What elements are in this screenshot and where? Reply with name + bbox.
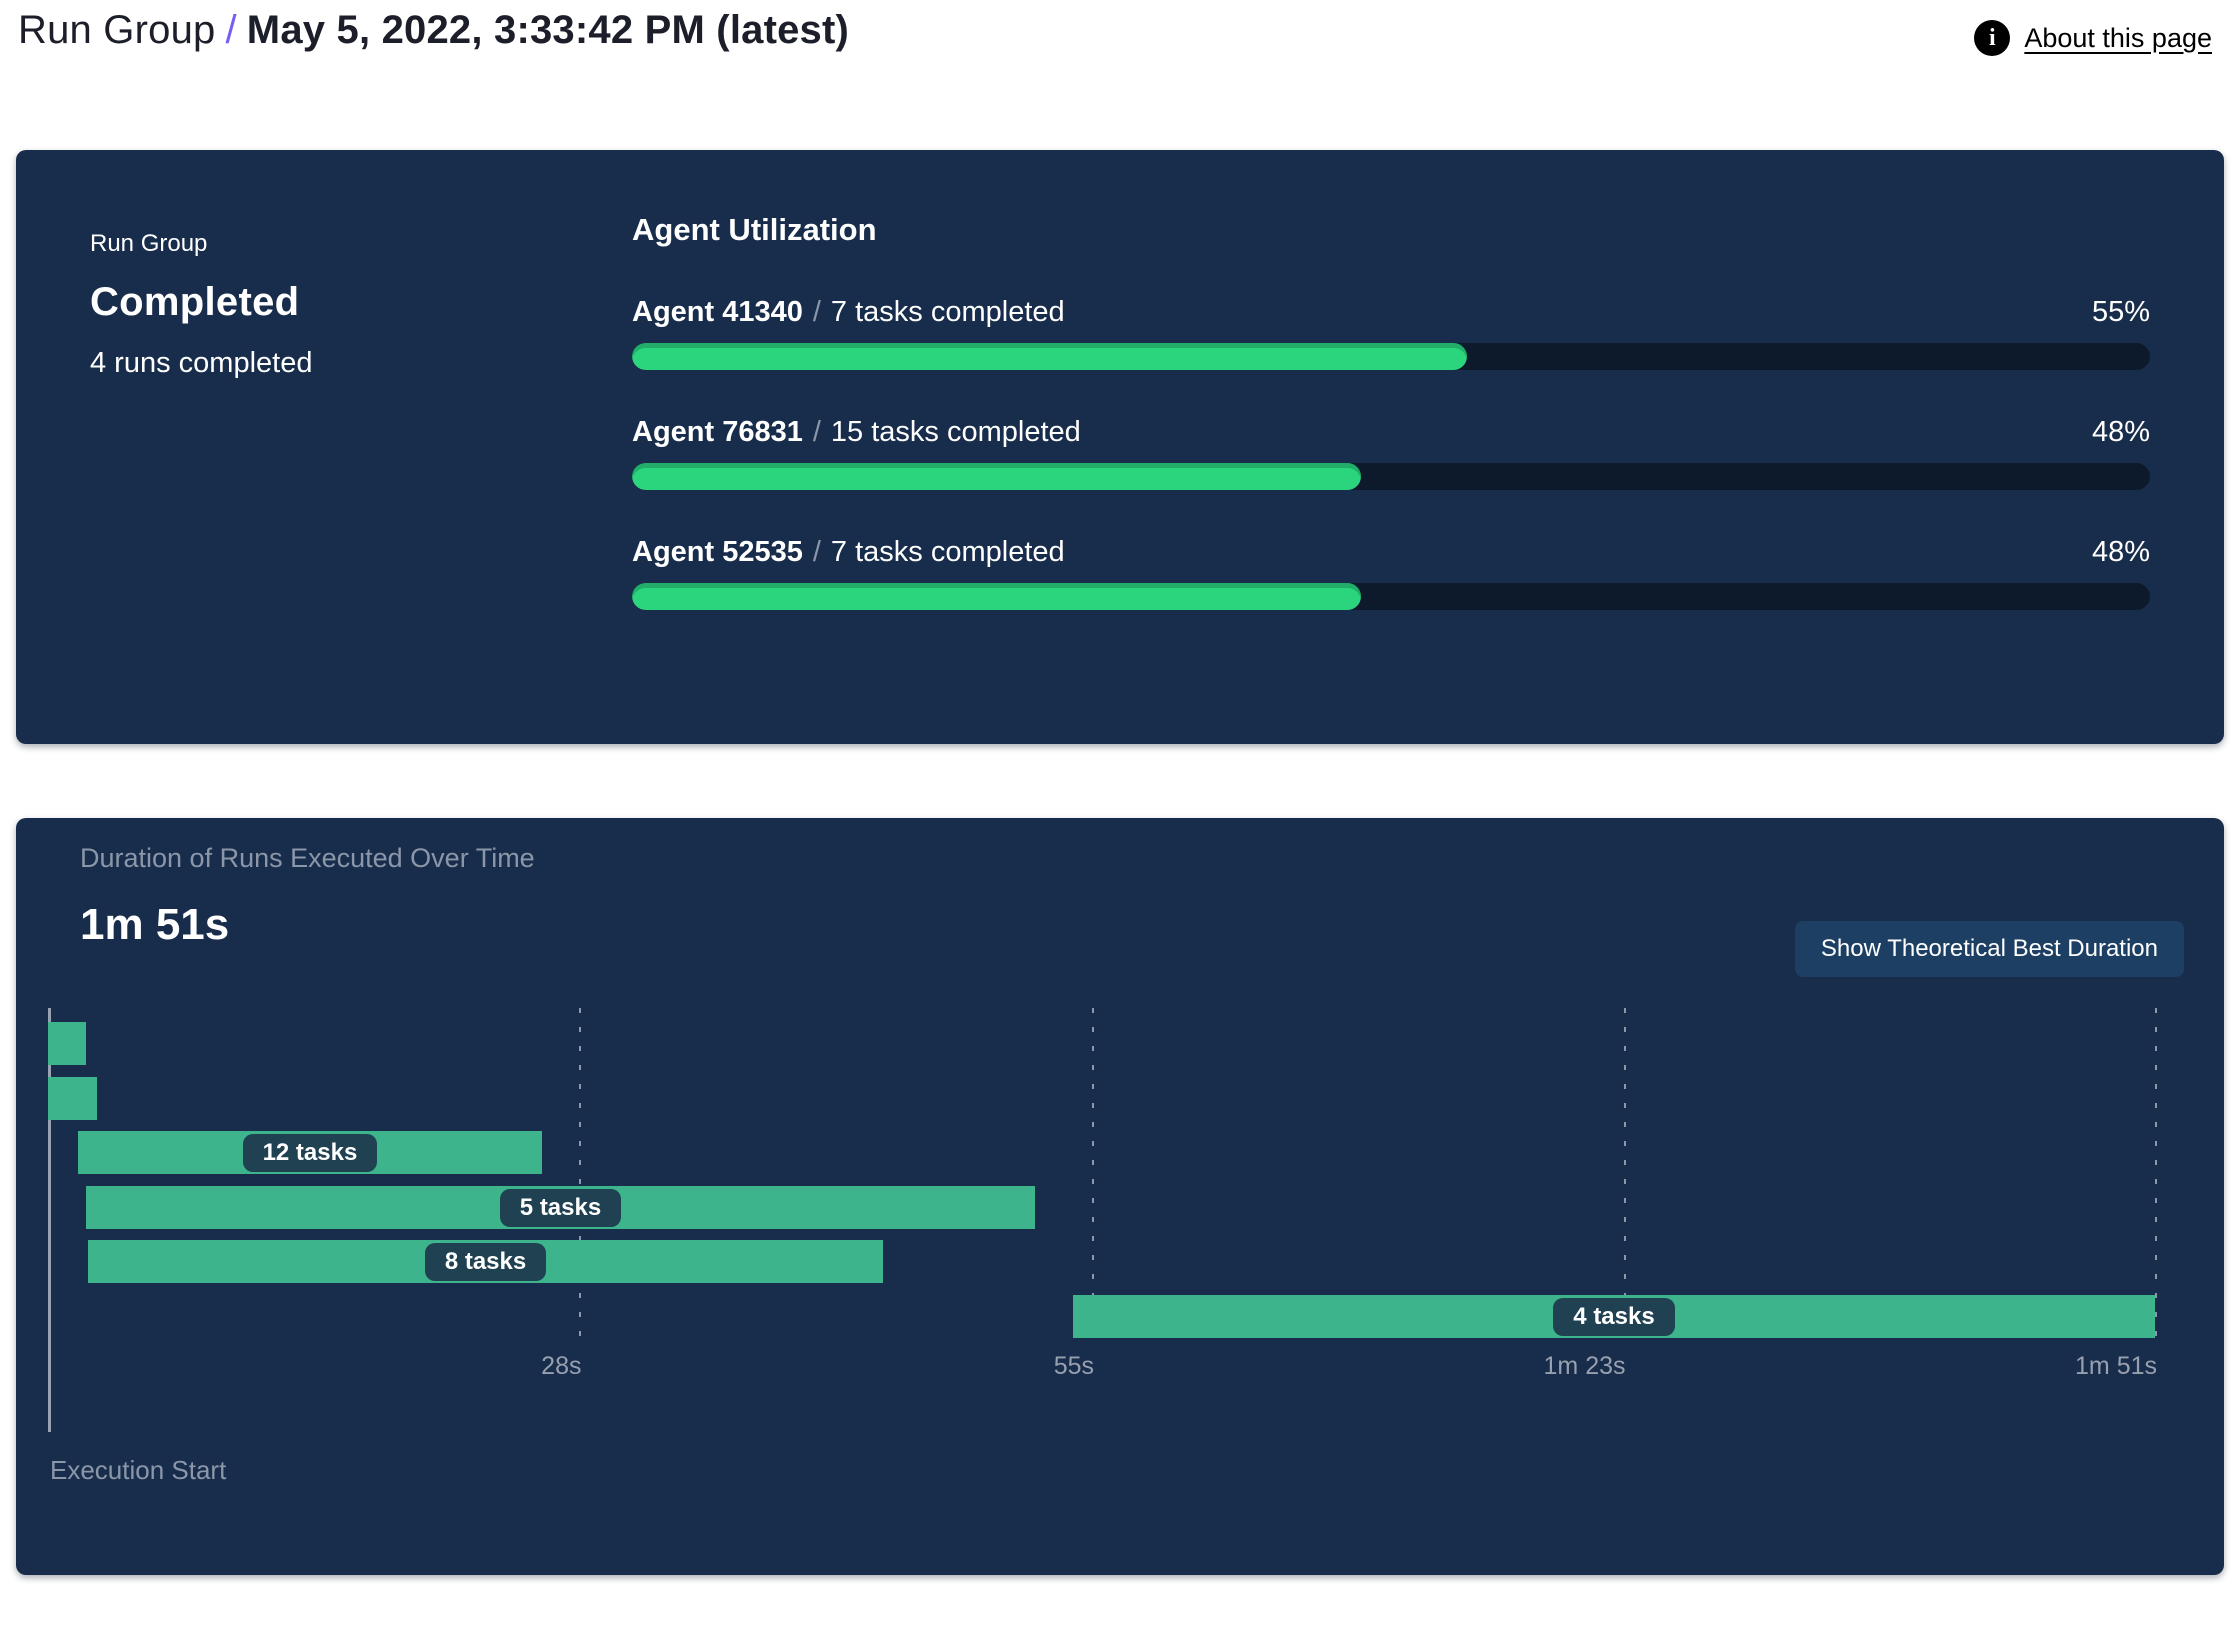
utilization-progress-fill bbox=[632, 343, 1467, 370]
show-theoretical-best-duration-button[interactable]: Show Theoretical Best Duration bbox=[1794, 921, 2184, 977]
time-gridline bbox=[1623, 1008, 1626, 1345]
gantt-row bbox=[48, 1077, 2155, 1120]
agent-name: Agent 52535 bbox=[632, 536, 803, 568]
time-axis-tick-label: 1m 51s bbox=[2075, 1352, 2157, 1380]
time-axis-tick-label: 55s bbox=[1053, 1352, 1094, 1380]
status-text: Completed bbox=[90, 280, 300, 324]
breadcrumb: Run Group / May 5, 2022, 3:33:42 PM (lates… bbox=[18, 8, 849, 53]
agent-row: Agent 76831 / 15 tasks completed 48% bbox=[632, 416, 2150, 490]
page-header: Run Group / May 5, 2022, 3:33:42 PM (lates… bbox=[18, 8, 2212, 56]
task-count-chip: 12 tasks bbox=[242, 1133, 378, 1172]
agent-utilization-section: Agent Utilization Agent 41340 / 7 tasks … bbox=[632, 212, 2150, 656]
run-duration-bar[interactable]: 8 tasks bbox=[87, 1240, 884, 1283]
info-icon: i bbox=[1974, 20, 2011, 56]
agent-tasks-completed: 15 tasks completed bbox=[830, 416, 1081, 448]
runs-completed-text: 4 runs completed bbox=[90, 347, 313, 379]
task-count-chip: 4 tasks bbox=[1553, 1297, 1675, 1336]
run-duration-bar[interactable] bbox=[48, 1077, 98, 1120]
utilization-progress-track bbox=[632, 463, 2150, 490]
agent-separator: / bbox=[812, 536, 821, 568]
time-gridline bbox=[1092, 1008, 1094, 1345]
agent-name: Agent 76831 bbox=[632, 416, 803, 448]
time-axis-tick-label: 1m 23s bbox=[1543, 1352, 1626, 1380]
duration-chart-title: Duration of Runs Executed Over Time bbox=[80, 843, 535, 873]
gantt-row: 12 tasks bbox=[48, 1131, 2155, 1174]
utilization-progress-fill bbox=[632, 463, 1361, 490]
total-duration-value: 1m 51s bbox=[80, 900, 230, 949]
utilization-progress-track bbox=[632, 583, 2150, 610]
run-duration-bar[interactable]: 4 tasks bbox=[1073, 1295, 2155, 1338]
gantt-row: 5 tasks bbox=[48, 1186, 2155, 1229]
time-gridline bbox=[2155, 1008, 2157, 1345]
run-group-status-block: Run Group Completed 4 runs completed bbox=[90, 230, 312, 380]
run-duration-bar[interactable] bbox=[48, 1022, 86, 1065]
task-count-chip: 5 tasks bbox=[499, 1188, 622, 1227]
run-group-label: Run Group bbox=[90, 230, 208, 257]
agent-name: Agent 41340 bbox=[632, 296, 803, 328]
agent-utilization-percent: 48% bbox=[2091, 416, 2150, 448]
about-this-page[interactable]: i About this page bbox=[1974, 20, 2212, 56]
utilization-progress-fill bbox=[632, 583, 1361, 610]
about-link[interactable]: About this page bbox=[2024, 22, 2212, 53]
time-gridline bbox=[579, 1008, 582, 1345]
gantt-row: 4 tasks bbox=[48, 1295, 2155, 1338]
run-duration-bar[interactable]: 12 tasks bbox=[78, 1131, 542, 1174]
page-title: May 5, 2022, 3:33:42 PM (latest) bbox=[246, 8, 850, 52]
breadcrumb-run-group[interactable]: Run Group bbox=[18, 8, 216, 52]
agent-tasks-completed: 7 tasks completed bbox=[830, 296, 1065, 328]
task-count-chip: 8 tasks bbox=[424, 1242, 547, 1281]
run-group-summary-panel: Run Group Completed 4 runs completed Age… bbox=[16, 150, 2224, 744]
time-axis-tick-label: 28s bbox=[541, 1352, 582, 1380]
y-axis-line bbox=[48, 1008, 51, 1432]
utilization-progress-track bbox=[632, 343, 2150, 370]
gantt-row: 8 tasks bbox=[48, 1240, 2155, 1283]
agent-row: Agent 41340 / 7 tasks completed 55% bbox=[632, 296, 2150, 370]
run-duration-bar[interactable]: 5 tasks bbox=[85, 1186, 1036, 1229]
agent-utilization-heading: Agent Utilization bbox=[632, 212, 877, 247]
gantt-row bbox=[48, 1022, 2155, 1065]
agent-utilization-percent: 55% bbox=[2091, 296, 2150, 328]
breadcrumb-separator: / bbox=[225, 8, 237, 52]
agent-utilization-percent: 48% bbox=[2091, 536, 2150, 568]
agent-tasks-completed: 7 tasks completed bbox=[830, 536, 1065, 568]
execution-start-label: Execution Start bbox=[50, 1455, 227, 1485]
agent-separator: / bbox=[812, 416, 821, 448]
agent-row: Agent 52535 / 7 tasks completed 48% bbox=[632, 536, 2150, 610]
agent-separator: / bbox=[812, 296, 821, 328]
duration-gantt-chart: 28s 55s 1m 23s 1m 51s 12 tasks 5 tasks 8 tasks… bbox=[48, 1008, 2168, 1432]
duration-chart-panel: Duration of Runs Executed Over Time 1m 5… bbox=[16, 818, 2224, 1575]
